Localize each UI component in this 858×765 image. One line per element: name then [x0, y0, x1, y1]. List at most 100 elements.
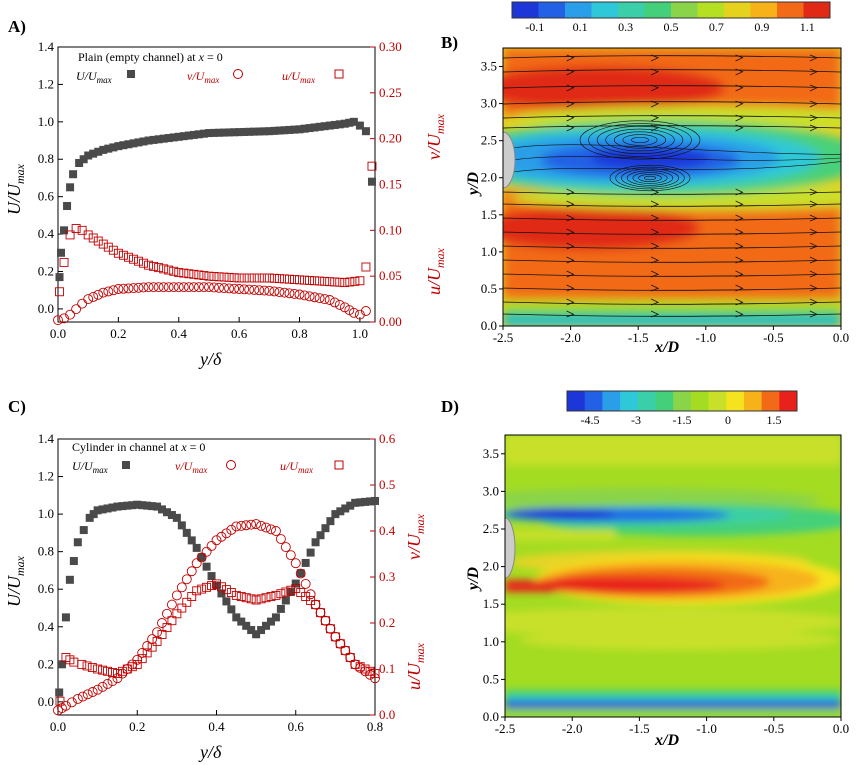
- left-tick-label: 1.0: [38, 114, 54, 129]
- panel-c-legend-v: v/Umax: [175, 459, 207, 475]
- data-point-v: [330, 631, 341, 642]
- streamline-arrow: [735, 284, 744, 292]
- panel-d-x-axis: -2.5 -2.0 -1.5 -1.0 -0.5 0.0: [495, 717, 849, 736]
- data-point-u: [301, 558, 310, 567]
- colorbar-swatch: [761, 391, 780, 411]
- colorbar-swatch: [618, 2, 645, 18]
- data-point-uu: [82, 661, 92, 671]
- data-point-u: [255, 127, 264, 136]
- streamline-arrow: [809, 188, 818, 196]
- y-tick-label: 3.0: [481, 96, 497, 111]
- data-point-v: [354, 309, 365, 320]
- data-point-u: [143, 501, 152, 510]
- data-point-uu: [281, 587, 291, 597]
- x-tick-label: -1.0: [696, 721, 717, 736]
- data-point-uu: [55, 696, 65, 706]
- panel-d-label: D): [441, 397, 459, 416]
- streamline-arrow: [809, 310, 818, 318]
- data-point-v: [158, 282, 169, 293]
- data-point-v: [97, 681, 108, 692]
- data-point-v: [314, 293, 325, 304]
- data-point-v: [66, 697, 77, 708]
- streamline: [503, 245, 841, 249]
- streamline-arrow: [566, 270, 575, 278]
- panel-a-ylabel: U/Umax: [4, 163, 27, 215]
- data-point-uu: [276, 589, 286, 599]
- panel-a-label: A): [8, 17, 26, 36]
- right-tick-label: 0.10: [379, 222, 402, 237]
- data-point-uu: [261, 593, 271, 603]
- data-point-u: [230, 128, 239, 137]
- data-point-v: [305, 589, 316, 600]
- data-point-uu: [315, 276, 325, 286]
- data-point-v: [370, 673, 380, 684]
- recirculation-loop: [632, 172, 668, 184]
- streamline: [503, 55, 841, 59]
- data-point-uu: [202, 582, 212, 592]
- recirculation-loop: [621, 168, 679, 188]
- left-tick-label: 1.4: [38, 431, 55, 446]
- data-point-u: [133, 500, 142, 509]
- data-point-uu: [214, 272, 224, 282]
- colorbar-swatch: [750, 2, 778, 18]
- streamline: [503, 301, 841, 305]
- data-point-uu: [271, 590, 281, 600]
- y-tick-label: 3.0: [483, 483, 499, 498]
- left-tick-label: 0.8: [38, 151, 54, 166]
- data-point-v: [224, 283, 235, 294]
- streamline: [503, 287, 841, 291]
- data-point-uu: [189, 269, 199, 279]
- colorbar-tick-label: 0.3: [618, 20, 633, 34]
- data-point-uu: [236, 592, 246, 601]
- data-point-v: [269, 286, 280, 297]
- left-tick-label: 0.4: [38, 226, 55, 241]
- x-tick-label: 0.8: [291, 326, 307, 341]
- data-point-uu: [159, 264, 169, 274]
- data-point-v: [193, 282, 204, 293]
- colorbar-swatch: [620, 391, 639, 411]
- data-point-uu: [167, 616, 177, 626]
- data-point-uu: [305, 275, 315, 285]
- streamline-arrow: [735, 270, 744, 278]
- streamline-arrow: [809, 298, 818, 306]
- data-point-v: [171, 590, 182, 601]
- panel-a-ylabel-right-bottom: u/Umax: [424, 247, 447, 295]
- streamline-arrow: [650, 84, 660, 92]
- data-point-v: [285, 550, 296, 561]
- data-point-uu: [295, 275, 304, 285]
- colorbar-swatch: [803, 2, 831, 18]
- data-point-u: [139, 137, 148, 146]
- streamline-arrow: [735, 68, 744, 76]
- panel-c-x-axis: 0.0 0.2 0.4 0.6 0.8: [50, 710, 383, 734]
- recirculation-loop: [588, 123, 692, 157]
- panel-b-frame: [502, 47, 842, 327]
- data-point-uu: [316, 608, 325, 618]
- data-point-v: [234, 284, 245, 294]
- recirculation-loop: [631, 136, 649, 144]
- recirculation-loop: [596, 125, 684, 155]
- x-tick-label: -2.5: [493, 330, 514, 345]
- data-point-v: [157, 618, 167, 628]
- data-point-v: [77, 691, 88, 702]
- panel-c-ylabel-right-top: v/Umax: [404, 513, 427, 560]
- data-point-uu: [204, 271, 214, 281]
- data-point-v: [163, 282, 174, 293]
- data-point-uu: [221, 585, 231, 595]
- data-point-u: [204, 129, 213, 138]
- panel-a-x-axis: 0.0 0.2 0.4 0.6 0.8 1.0: [50, 317, 368, 341]
- data-point-uu: [108, 245, 118, 255]
- data-point-u: [340, 119, 349, 128]
- data-point-uu: [246, 594, 256, 604]
- left-tick-label: 0.2: [38, 656, 54, 671]
- data-point-v: [123, 283, 134, 294]
- data-point-u: [66, 183, 75, 192]
- data-point-u: [169, 133, 178, 142]
- data-point-u: [331, 510, 340, 519]
- data-point-u: [212, 581, 221, 590]
- data-point-u: [305, 124, 314, 133]
- panel-a-legend-v: v/Umax: [187, 69, 219, 85]
- data-point-u: [148, 502, 157, 511]
- streamline: [512, 156, 841, 161]
- panel-b-streamlines: [503, 54, 841, 318]
- x-tick-label: 0.0: [50, 719, 66, 734]
